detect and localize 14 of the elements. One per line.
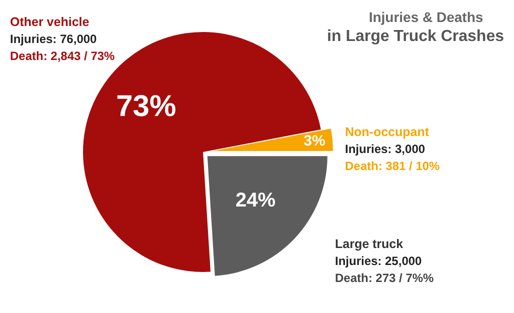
text: in Large Truck Crashes <box>327 28 504 45</box>
data-label: 24% <box>235 190 276 212</box>
data-label: 3% <box>304 132 326 150</box>
text: Injuries: 3,000 <box>345 142 426 156</box>
text: Death: 273 / 7%% <box>335 271 434 285</box>
slice-label: Non-occupant <box>345 125 430 139</box>
slice-label: Large truck <box>335 237 404 251</box>
data-label: 73% <box>116 90 176 123</box>
text: Injuries: 25,000 <box>335 254 422 268</box>
text: Death: 2,843 / 73% <box>10 49 116 63</box>
slice-label: Other vehicle <box>10 15 90 29</box>
chart-title: Injuries & Deaths <box>368 9 484 25</box>
text: Death: 381 / 10% <box>345 159 440 173</box>
text: Injuries: 76,000 <box>10 32 98 46</box>
